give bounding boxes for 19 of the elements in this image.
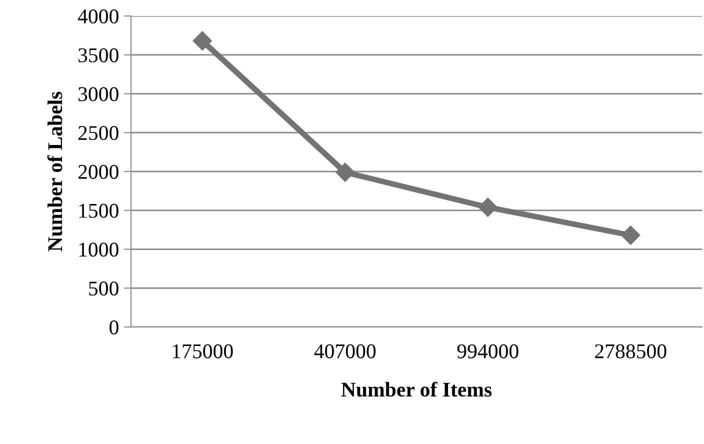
point — [192, 31, 212, 50]
y-tick-label: 500 — [89, 282, 118, 296]
y-tick-label: 2000 — [78, 164, 118, 179]
y-tick-label: 1000 — [79, 242, 118, 257]
x-tick-label: 2788500 — [595, 344, 666, 358]
point — [478, 198, 498, 217]
x-tick-label: 175000 — [172, 344, 233, 358]
y-tick-label: 1500 — [79, 204, 118, 218]
y-tick-label: 3000 — [78, 87, 118, 102]
y-tick-label: 3500 — [78, 48, 118, 62]
y-tick-label: 2500 — [78, 126, 118, 140]
y-tick-label: 0 — [110, 320, 118, 334]
y-axis-title: Number of Labels — [47, 92, 62, 252]
point — [336, 162, 355, 182]
x-tick-label: 994000 — [457, 344, 518, 358]
x-tick-label: 407000 — [314, 344, 376, 358]
point — [621, 226, 640, 245]
x-axis-title: Number of Items — [341, 382, 492, 397]
y-tick-label: 4000 — [78, 9, 118, 24]
